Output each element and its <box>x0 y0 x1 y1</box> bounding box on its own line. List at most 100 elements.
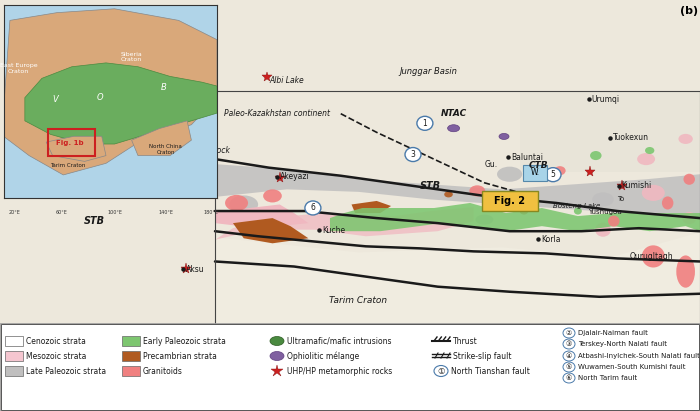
Text: O: O <box>97 93 103 102</box>
Polygon shape <box>215 232 700 323</box>
Text: 82°: 82° <box>424 339 438 348</box>
Text: Tuokexun: Tuokexun <box>612 133 648 142</box>
Text: Kuche: Kuche <box>322 226 345 235</box>
Ellipse shape <box>447 125 460 132</box>
Text: Akeyazi: Akeyazi <box>280 172 309 181</box>
Text: Yining: Yining <box>150 145 174 155</box>
Polygon shape <box>215 205 309 228</box>
Text: 3: 3 <box>411 150 415 159</box>
Polygon shape <box>46 136 106 162</box>
Text: STB: STB <box>84 216 105 226</box>
Ellipse shape <box>475 215 493 225</box>
Text: Precambrian strata: Precambrian strata <box>143 351 217 360</box>
Text: Albi Lake: Albi Lake <box>270 76 304 85</box>
Ellipse shape <box>563 328 575 338</box>
Bar <box>5 351 23 361</box>
Text: 2: 2 <box>116 140 120 149</box>
Text: CTB: CTB <box>136 181 156 190</box>
Text: Qurugltagh: Qurugltagh <box>630 252 673 261</box>
Text: ①: ① <box>438 367 444 376</box>
Ellipse shape <box>270 351 284 360</box>
Text: North China
Craton: North China Craton <box>149 144 182 155</box>
Text: East Europe
Craton: East Europe Craton <box>0 63 37 74</box>
Ellipse shape <box>637 153 655 165</box>
Text: Baluntai: Baluntai <box>511 152 543 162</box>
Text: 5: 5 <box>551 170 555 179</box>
Ellipse shape <box>645 147 654 154</box>
Text: 86°: 86° <box>567 339 582 348</box>
Text: North Tarim fault: North Tarim fault <box>578 375 637 381</box>
Text: Bosteng Lake: Bosteng Lake <box>553 203 601 209</box>
Ellipse shape <box>305 201 321 215</box>
Ellipse shape <box>225 195 248 211</box>
Bar <box>122 351 140 361</box>
Text: 4: 4 <box>172 184 176 193</box>
Text: ⑤: ⑤ <box>566 364 572 370</box>
Text: 88°E: 88°E <box>636 339 656 348</box>
Ellipse shape <box>642 185 665 201</box>
Text: Early Paleozoic strata: Early Paleozoic strata <box>143 337 226 346</box>
Ellipse shape <box>563 373 575 383</box>
Text: Cenozoic strata: Cenozoic strata <box>26 337 86 346</box>
Text: 1: 1 <box>423 119 427 128</box>
Ellipse shape <box>470 185 485 196</box>
Text: Mesozoic strata: Mesozoic strata <box>26 351 86 360</box>
Bar <box>5 366 23 376</box>
Text: ③: ③ <box>566 341 572 347</box>
Polygon shape <box>132 121 191 156</box>
Text: V: V <box>52 95 57 104</box>
Text: Atbashi-Inylchek-South Nalati fault: Atbashi-Inylchek-South Nalati fault <box>578 353 700 359</box>
Text: Sailimu Lake: Sailimu Lake <box>122 104 171 113</box>
Text: B: B <box>161 83 167 92</box>
Ellipse shape <box>676 255 695 288</box>
Text: 80°: 80° <box>351 339 366 348</box>
Text: UHP/HP metamorphic rocks: UHP/HP metamorphic rocks <box>287 367 392 376</box>
Text: 100°E: 100°E <box>107 210 122 215</box>
Polygon shape <box>215 164 700 219</box>
Text: 180°E: 180°E <box>203 210 218 215</box>
Text: Paleo-Kazakhstan continent: Paleo-Kazakhstan continent <box>224 109 330 118</box>
Ellipse shape <box>230 195 258 214</box>
Polygon shape <box>233 218 309 243</box>
Ellipse shape <box>608 216 620 227</box>
Text: STB: STB <box>420 181 441 191</box>
Text: ④: ④ <box>566 353 572 359</box>
Ellipse shape <box>662 196 673 210</box>
Ellipse shape <box>405 148 421 162</box>
Text: 78°: 78° <box>279 339 294 348</box>
Text: Djalair-Naiman fault: Djalair-Naiman fault <box>578 330 648 336</box>
Text: Thrust: Thrust <box>453 337 477 346</box>
Text: Tarim Craton: Tarim Craton <box>50 163 85 168</box>
Text: 84°: 84° <box>495 339 510 348</box>
Text: Strike-slip fault: Strike-slip fault <box>453 351 512 360</box>
Polygon shape <box>4 9 217 175</box>
Text: Ultramafic/mafic intrusions: Ultramafic/mafic intrusions <box>287 337 391 346</box>
Ellipse shape <box>642 245 665 268</box>
Ellipse shape <box>497 166 522 182</box>
Ellipse shape <box>682 212 696 224</box>
Ellipse shape <box>563 339 575 349</box>
Text: Fig. 1b: Fig. 1b <box>56 140 83 146</box>
Ellipse shape <box>444 192 453 197</box>
Text: (b): (b) <box>680 6 698 16</box>
Ellipse shape <box>595 223 611 237</box>
Text: Yili Block: Yili Block <box>196 145 230 155</box>
FancyBboxPatch shape <box>482 191 538 210</box>
Polygon shape <box>351 201 391 213</box>
Ellipse shape <box>417 116 433 130</box>
Text: CTB: CTB <box>528 161 548 170</box>
Text: Late Paleozoic strata: Late Paleozoic strata <box>26 367 106 376</box>
Text: Siberia
Craton: Siberia Craton <box>120 52 143 62</box>
Ellipse shape <box>166 181 181 195</box>
Text: Granitoids: Granitoids <box>143 367 183 376</box>
Ellipse shape <box>554 166 566 175</box>
Polygon shape <box>25 63 217 144</box>
Text: Kumishi: Kumishi <box>622 181 652 190</box>
Text: Terskey-North Nalati fault: Terskey-North Nalati fault <box>578 341 667 347</box>
Ellipse shape <box>590 151 601 160</box>
Bar <box>215 91 700 335</box>
Ellipse shape <box>545 168 561 182</box>
Text: Aksu: Aksu <box>186 265 204 274</box>
Text: Korla: Korla <box>541 235 561 244</box>
Ellipse shape <box>563 351 575 361</box>
